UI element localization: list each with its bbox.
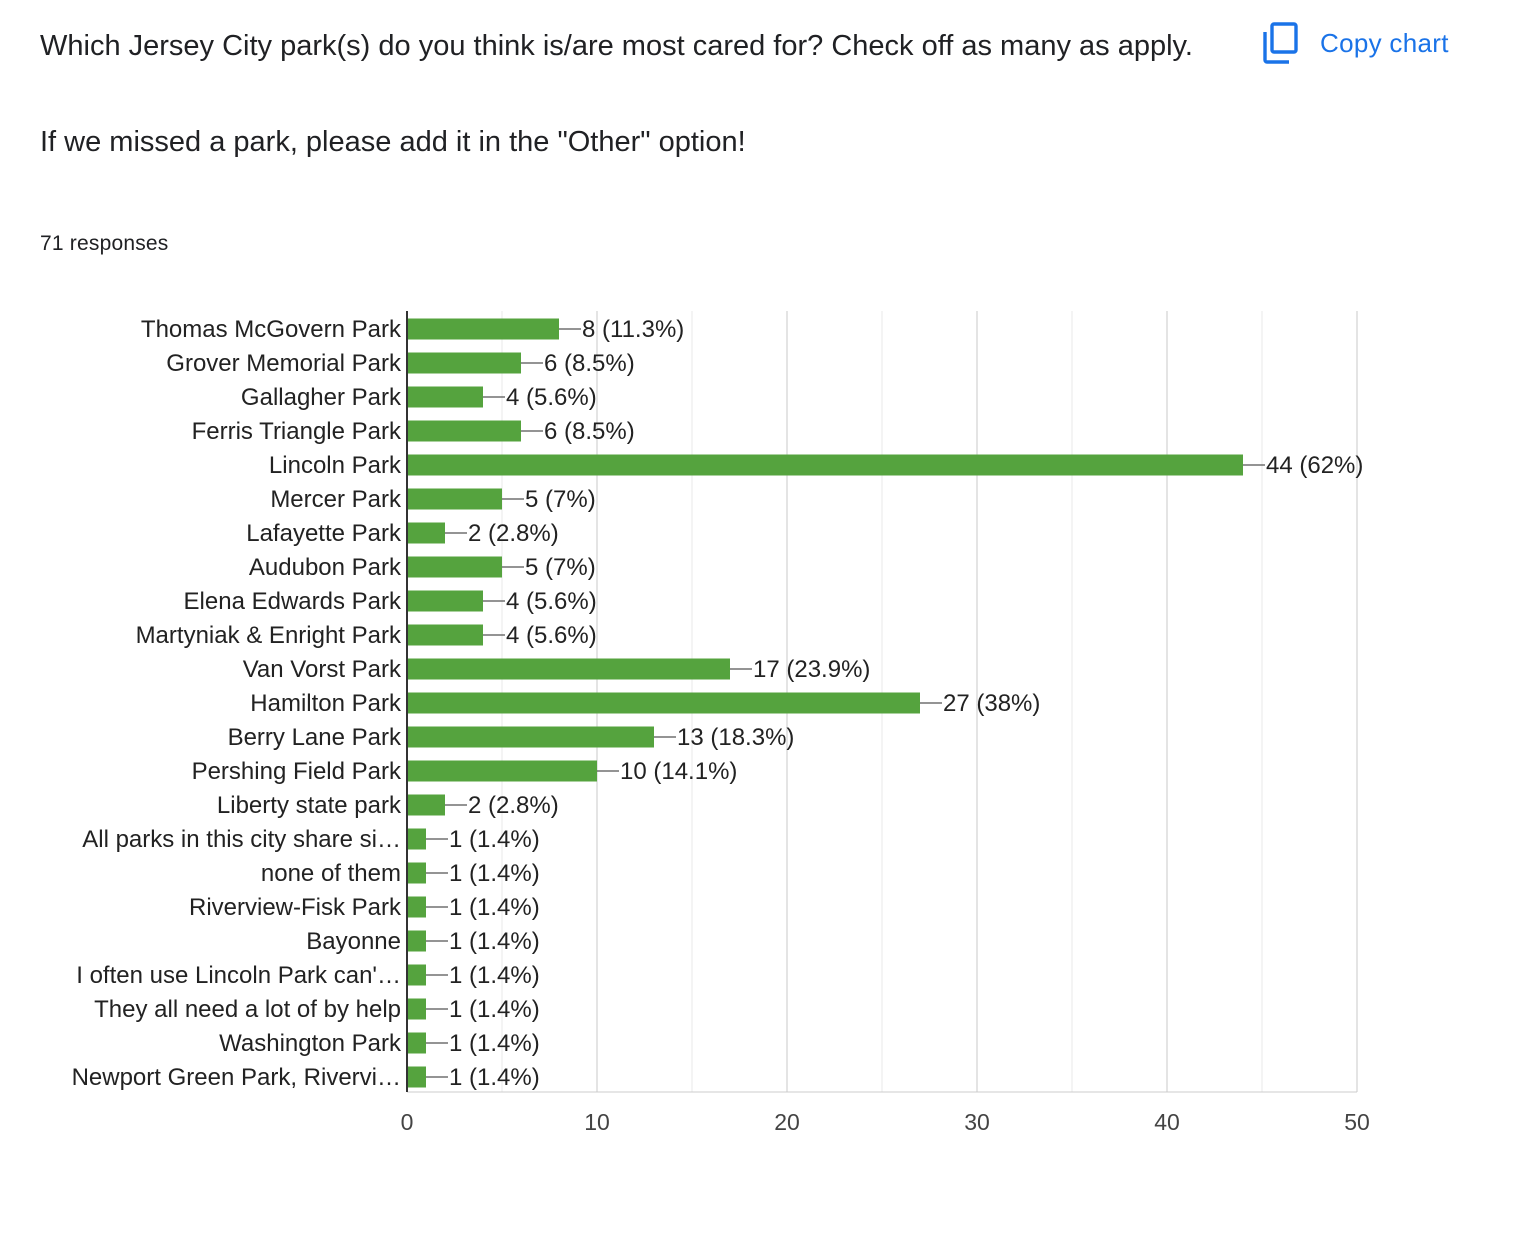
bar xyxy=(407,930,426,952)
data-label: 2 (2.8%) xyxy=(468,520,559,547)
bar xyxy=(407,386,483,408)
data-label: 1 (1.4%) xyxy=(449,962,540,989)
bar xyxy=(407,658,730,680)
data-label: 13 (18.3%) xyxy=(677,724,794,751)
bar xyxy=(407,964,426,986)
category-label: Riverview-Fisk Park xyxy=(189,894,402,921)
copy-chart-label: Copy chart xyxy=(1320,27,1449,58)
category-label: Ferris Triangle Park xyxy=(192,418,402,445)
data-label: 1 (1.4%) xyxy=(449,1030,540,1057)
category-label: All parks in this city share si… xyxy=(82,826,401,853)
data-label: 4 (5.6%) xyxy=(506,622,597,649)
category-label: They all need a lot of by help xyxy=(94,996,401,1023)
category-label: Elena Edwards Park xyxy=(184,588,402,615)
bar xyxy=(407,420,521,442)
category-label: Audubon Park xyxy=(249,554,402,581)
bar xyxy=(407,488,502,510)
bar xyxy=(407,1032,426,1054)
bar xyxy=(407,794,445,816)
question-title: Which Jersey City park(s) do you think i… xyxy=(40,30,1193,158)
data-label: 10 (14.1%) xyxy=(620,758,737,785)
category-label: Mercer Park xyxy=(270,486,402,513)
category-label: Berry Lane Park xyxy=(228,724,402,751)
bar xyxy=(407,590,483,612)
data-label: 1 (1.4%) xyxy=(449,826,540,853)
response-count: 71 responses xyxy=(40,232,169,255)
bar xyxy=(407,760,597,782)
bar xyxy=(407,692,920,714)
category-label: Pershing Field Park xyxy=(192,758,402,785)
category-label: Martyniak & Enright Park xyxy=(136,622,402,649)
category-label: Bayonne xyxy=(306,928,401,955)
x-tick-label: 0 xyxy=(401,1109,414,1135)
bar xyxy=(407,454,1243,476)
category-label: Grover Memorial Park xyxy=(166,350,402,377)
data-label: 1 (1.4%) xyxy=(449,928,540,955)
data-label: 5 (7%) xyxy=(525,554,596,581)
data-label: 4 (5.6%) xyxy=(506,384,597,411)
category-label: none of them xyxy=(261,860,401,887)
bar xyxy=(407,556,502,578)
data-label: 1 (1.4%) xyxy=(449,860,540,887)
category-label: Newport Green Park, Rivervi… xyxy=(72,1064,401,1091)
category-label: Lincoln Park xyxy=(269,452,402,479)
bar xyxy=(407,318,559,340)
data-label: 1 (1.4%) xyxy=(449,894,540,921)
data-label: 8 (11.3%) xyxy=(582,316,684,343)
data-label: 2 (2.8%) xyxy=(468,792,559,819)
data-label: 44 (62%) xyxy=(1266,452,1363,479)
x-tick-label: 40 xyxy=(1154,1109,1180,1135)
category-label: Gallagher Park xyxy=(241,384,402,411)
bar xyxy=(407,998,426,1020)
category-label: Washington Park xyxy=(219,1030,402,1057)
category-label: Thomas McGovern Park xyxy=(141,316,402,343)
data-label: 27 (38%) xyxy=(943,690,1040,717)
data-label: 5 (7%) xyxy=(525,486,596,513)
bar xyxy=(407,352,521,374)
bar xyxy=(407,896,426,918)
category-label: Liberty state park xyxy=(217,792,402,819)
data-label: 1 (1.4%) xyxy=(449,1064,540,1091)
bar xyxy=(407,862,426,884)
category-label: I often use Lincoln Park can'… xyxy=(76,962,401,989)
x-tick-label: 20 xyxy=(774,1109,800,1135)
bar xyxy=(407,1066,426,1088)
bar xyxy=(407,522,445,544)
copy-chart-button[interactable]: Copy chart xyxy=(1262,18,1449,68)
data-label: 1 (1.4%) xyxy=(449,996,540,1023)
data-label: 17 (23.9%) xyxy=(753,656,870,683)
copy-icon xyxy=(1262,22,1298,64)
x-tick-label: 10 xyxy=(584,1109,610,1135)
bar xyxy=(407,828,426,850)
x-tick-label: 30 xyxy=(964,1109,990,1135)
x-tick-label: 50 xyxy=(1344,1109,1370,1135)
data-label: 6 (8.5%) xyxy=(544,350,635,377)
bar xyxy=(407,624,483,646)
category-label: Van Vorst Park xyxy=(243,656,402,683)
data-label: 6 (8.5%) xyxy=(544,418,635,445)
category-label: Hamilton Park xyxy=(250,690,402,717)
category-label: Lafayette Park xyxy=(246,520,402,547)
bar xyxy=(407,726,654,748)
data-label: 4 (5.6%) xyxy=(506,588,597,615)
